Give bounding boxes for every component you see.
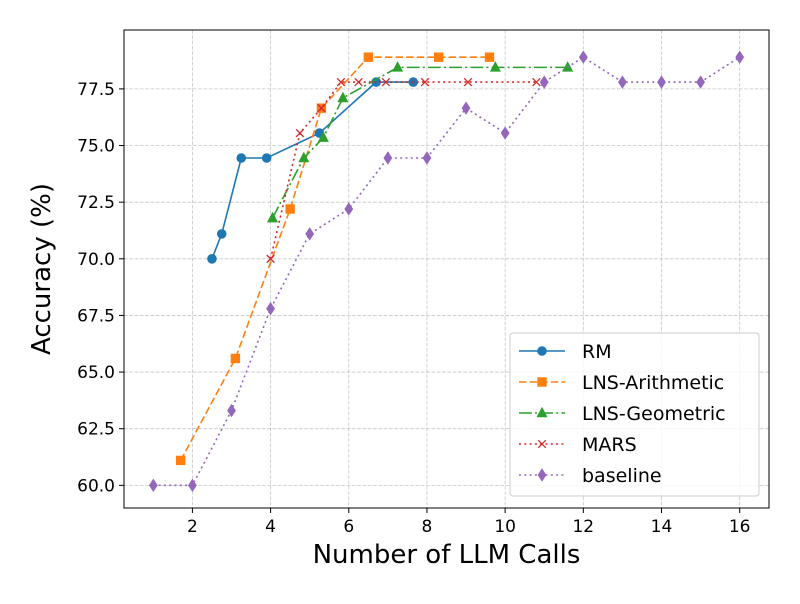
y-tick-label: 67.5 xyxy=(77,306,115,326)
data-point xyxy=(578,50,588,64)
data-point xyxy=(305,227,315,241)
series-baseline xyxy=(148,50,745,493)
data-point xyxy=(381,77,391,87)
legend-label: LNS-Geometric xyxy=(582,403,726,425)
x-tick-label: 12 xyxy=(572,517,594,537)
legend-marker xyxy=(537,468,547,482)
series-lns-arithmetic xyxy=(175,52,495,466)
series-lns-geometric xyxy=(267,61,574,223)
data-point xyxy=(433,52,444,62)
data-point xyxy=(354,77,363,87)
data-point xyxy=(532,77,541,87)
y-tick-label: 72.5 xyxy=(77,193,115,213)
y-tick-label: 77.5 xyxy=(77,80,115,100)
data-point xyxy=(148,478,158,493)
data-point xyxy=(618,75,627,89)
data-point xyxy=(317,103,326,113)
legend-marker xyxy=(536,406,548,418)
data-point xyxy=(298,151,310,163)
data-point xyxy=(188,478,197,493)
data-point xyxy=(317,131,329,142)
y-tick-label: 62.5 xyxy=(77,420,115,440)
data-point xyxy=(207,254,217,264)
data-point xyxy=(266,254,275,264)
legend-entry: RM xyxy=(519,341,612,363)
legend-label: RM xyxy=(582,341,612,363)
data-point xyxy=(344,202,354,216)
plot-frame xyxy=(123,29,770,509)
data-point xyxy=(266,301,275,316)
x-tick-label: 16 xyxy=(729,517,751,537)
legend-entry: baseline xyxy=(519,465,662,487)
data-point xyxy=(657,75,666,89)
series-mars xyxy=(266,77,541,264)
data-point xyxy=(261,153,272,163)
y-tick-label: 75.0 xyxy=(77,137,115,157)
legend-entry: LNS-Arithmetic xyxy=(519,372,724,394)
data-point xyxy=(383,151,393,165)
legend-entry: MARS xyxy=(519,434,637,456)
legend-marker xyxy=(537,377,547,387)
data-point xyxy=(420,77,430,87)
data-point xyxy=(227,403,236,418)
y-tick-label: 60.0 xyxy=(77,476,115,496)
data-point xyxy=(735,50,745,64)
data-point xyxy=(175,455,186,466)
series-line xyxy=(271,66,568,219)
series-line xyxy=(153,56,741,487)
legend-entry: LNS-Geometric xyxy=(519,403,726,425)
data-point xyxy=(484,52,495,62)
data-point xyxy=(463,77,473,87)
data-point xyxy=(230,353,241,364)
data-point xyxy=(500,126,510,140)
data-point xyxy=(422,151,432,165)
data-point xyxy=(461,101,471,115)
tick-layer: 2 4 6 8 10 12 14 16 60.0 62.5 65.0 67.5 70.0 72.5 75.0… xyxy=(77,80,750,537)
legend-marker xyxy=(537,346,547,356)
legend: RM LNS-Arithmetic LNS-Geometric MARS baselin… xyxy=(509,332,760,497)
y-tick-label: 70.0 xyxy=(77,250,115,270)
x-tick-label: 2 xyxy=(187,517,198,537)
x-tick-label: 4 xyxy=(265,517,276,537)
data-point xyxy=(489,61,501,72)
y-axis-title: Accuracy (%) xyxy=(27,183,57,355)
x-tick-label: 10 xyxy=(494,517,516,537)
legend-label: MARS xyxy=(582,434,637,456)
data-point xyxy=(363,52,374,62)
x-tick-label: 14 xyxy=(651,517,673,537)
data-point xyxy=(295,128,305,138)
data-point xyxy=(539,75,549,89)
data-point xyxy=(392,61,404,72)
legend-label: baseline xyxy=(582,465,662,487)
legend-box xyxy=(509,332,760,497)
x-axis-title: Number of LLM Calls xyxy=(313,540,581,570)
x-tick-label: 8 xyxy=(422,517,433,537)
y-tick-label: 65.0 xyxy=(77,363,115,383)
data-point xyxy=(216,229,227,239)
legend-marker xyxy=(537,439,547,449)
series-layer xyxy=(148,50,745,493)
x-tick-label: 6 xyxy=(343,517,354,537)
data-point xyxy=(267,211,279,223)
data-point xyxy=(337,91,349,103)
data-point xyxy=(236,153,247,163)
data-point xyxy=(696,75,705,89)
legend-label: LNS-Arithmetic xyxy=(582,372,724,394)
data-point xyxy=(285,204,295,214)
data-point xyxy=(336,77,346,87)
